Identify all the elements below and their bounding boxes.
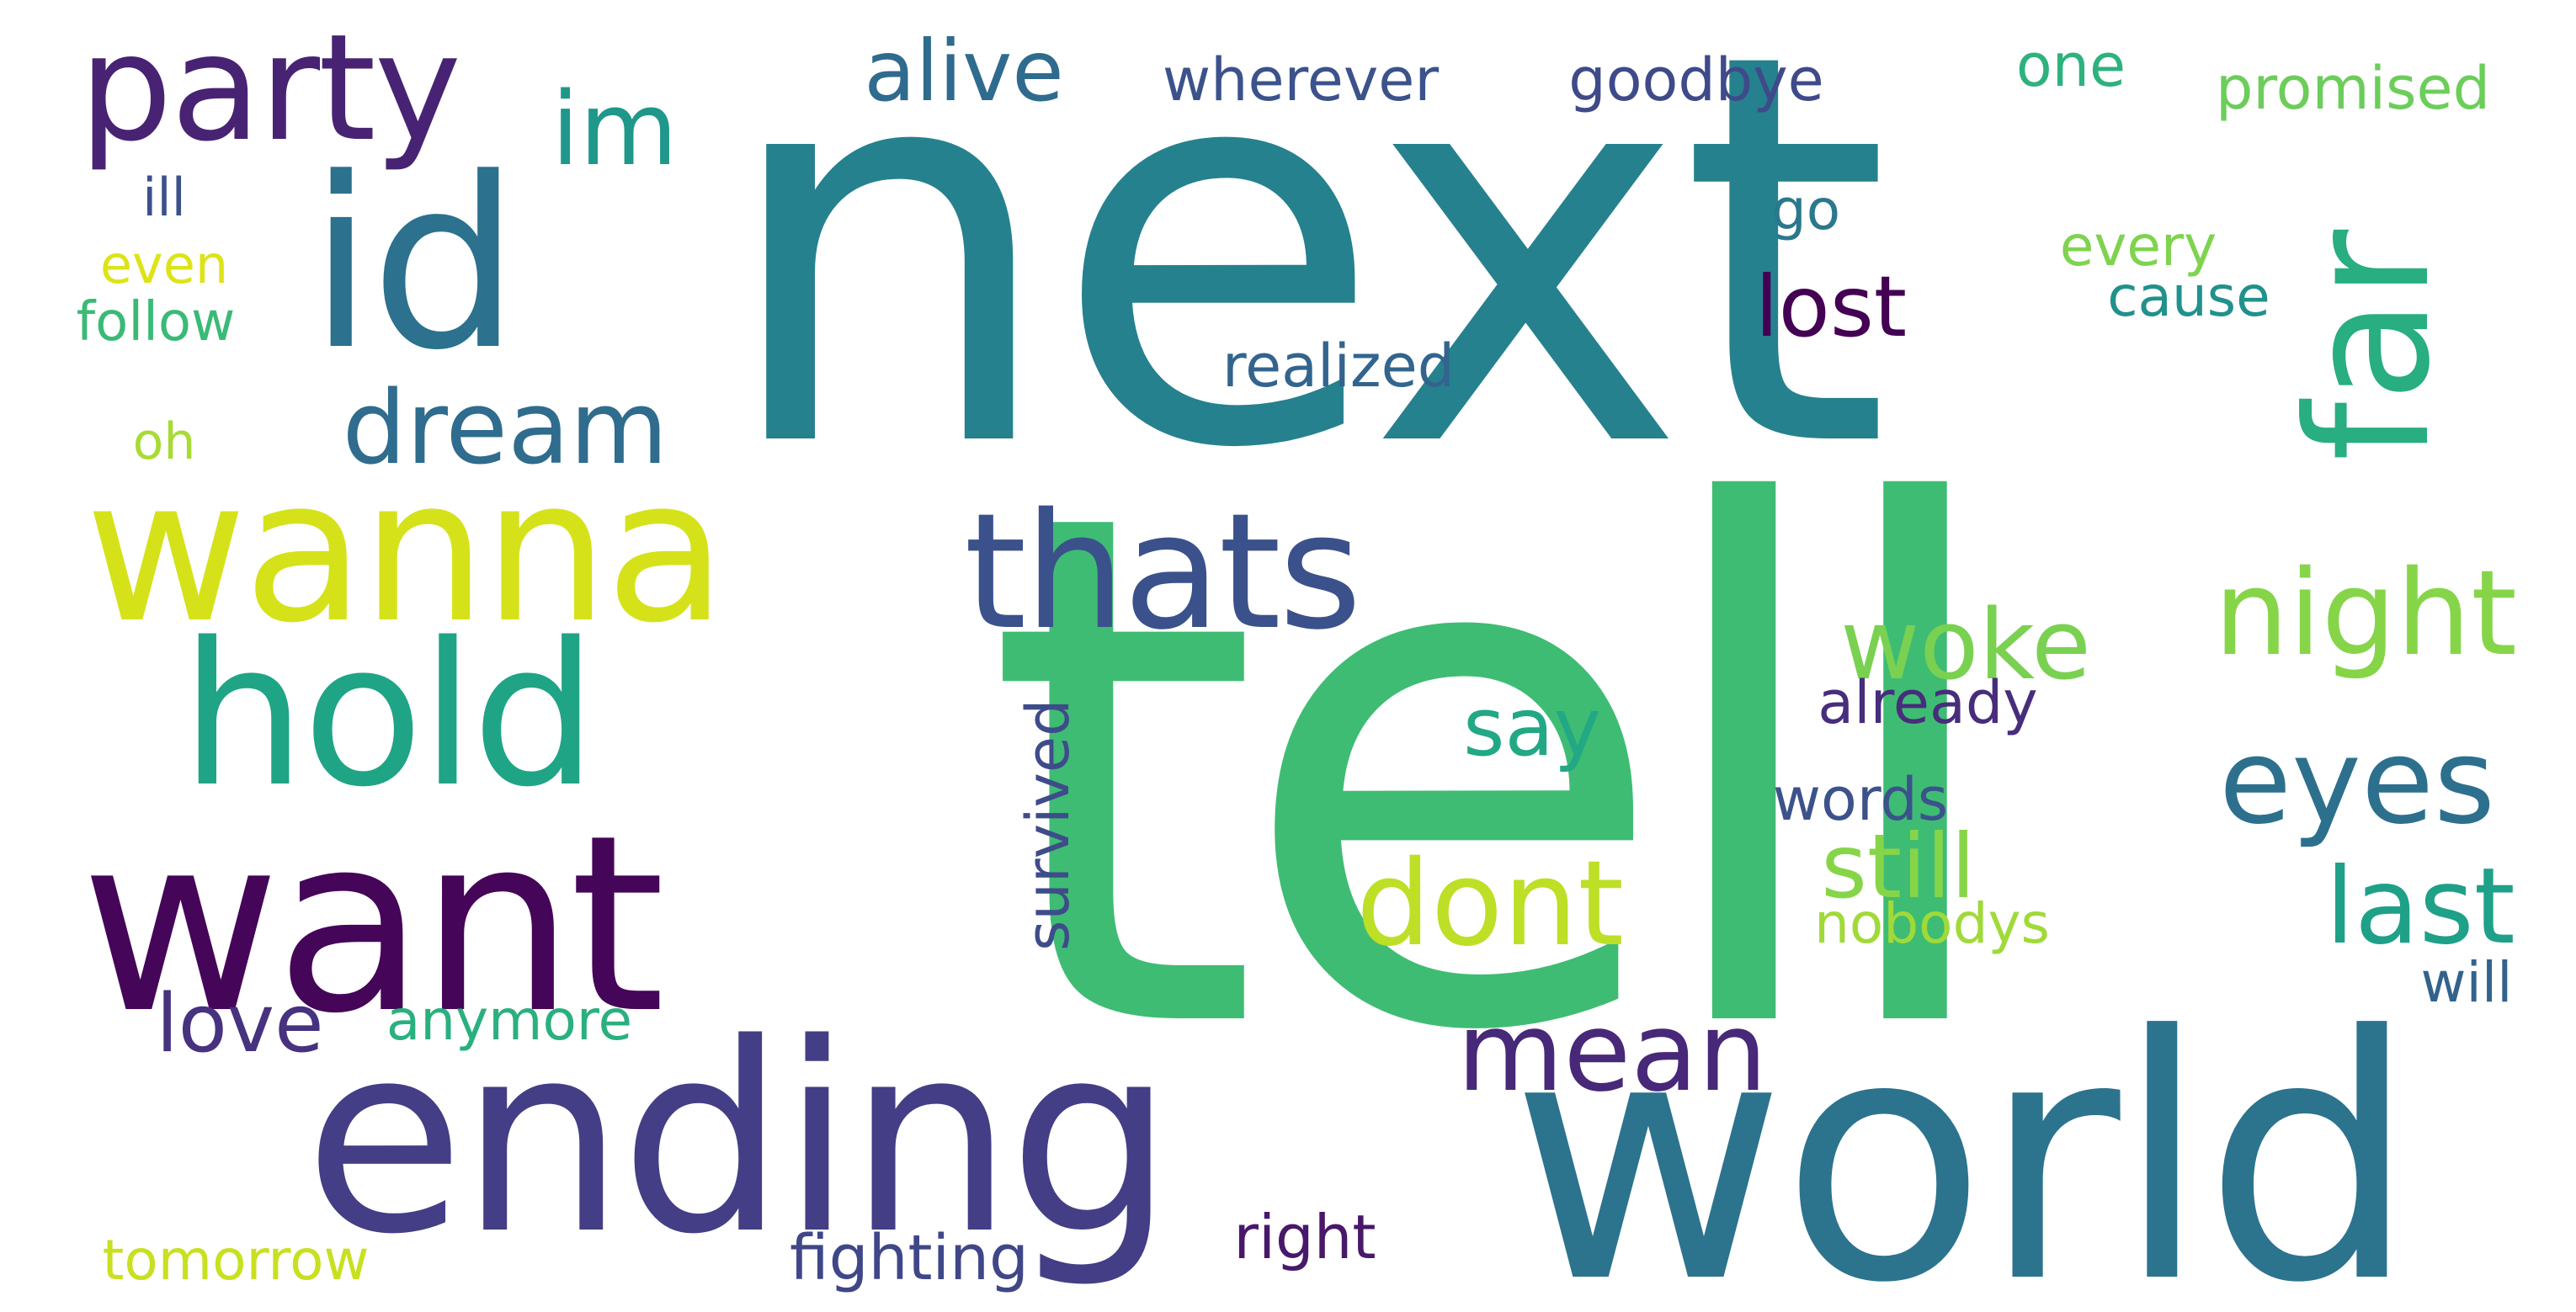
- word-world: world: [1510, 965, 2417, 1312]
- word-wherever: wherever: [1162, 45, 1440, 114]
- word-follow: follow: [76, 290, 236, 353]
- word-next: next: [717, 0, 1891, 566]
- word-cause: cause: [2107, 263, 2270, 329]
- word-alive: alive: [864, 22, 1064, 120]
- word-ending: ending: [304, 988, 1174, 1292]
- word-lost: lost: [1754, 258, 1908, 356]
- word-thats: thats: [964, 479, 1362, 665]
- word-want: want: [80, 783, 665, 1067]
- word-eyes: eyes: [2218, 714, 2496, 851]
- word-love: love: [156, 978, 324, 1070]
- word-mean: mean: [1456, 988, 1768, 1116]
- word-already: already: [1818, 668, 2038, 737]
- word-one: one: [2015, 30, 2126, 100]
- word-will: will: [2420, 949, 2513, 1015]
- word-id: id: [308, 128, 520, 402]
- word-even: even: [99, 234, 229, 295]
- word-survived: survived: [1014, 698, 1083, 951]
- word-ill: ill: [142, 167, 186, 228]
- word-far: far: [2271, 229, 2467, 461]
- word-realized: realized: [1221, 332, 1456, 401]
- word-words: words: [1772, 765, 1949, 834]
- word-night: night: [2213, 545, 2518, 683]
- word-say: say: [1463, 681, 1601, 774]
- word-tell: tell: [983, 363, 2014, 1186]
- word-last: last: [2325, 846, 2515, 968]
- word-party: party: [78, 3, 461, 174]
- word-tomorrow: tomorrow: [102, 1227, 370, 1293]
- word-wanna: wanna: [84, 436, 726, 667]
- word-oh: oh: [132, 412, 196, 471]
- word-goodbye: goodbye: [1568, 45, 1824, 114]
- word-every: every: [2059, 213, 2217, 279]
- word-woke: woke: [1840, 589, 2091, 702]
- word-hold: hold: [180, 600, 597, 831]
- word-nobodys: nobodys: [1814, 890, 2050, 956]
- word-dont: dont: [1355, 836, 1625, 973]
- word-fighting: fighting: [790, 1222, 1029, 1294]
- word-still: still: [1821, 815, 1976, 918]
- word-dream: dream: [342, 370, 668, 487]
- word-anymore: anymore: [386, 987, 633, 1053]
- word-go: go: [1770, 178, 1841, 242]
- word-im: im: [551, 72, 679, 189]
- word-right: right: [1233, 1202, 1376, 1272]
- word-promised: promised: [2215, 54, 2491, 123]
